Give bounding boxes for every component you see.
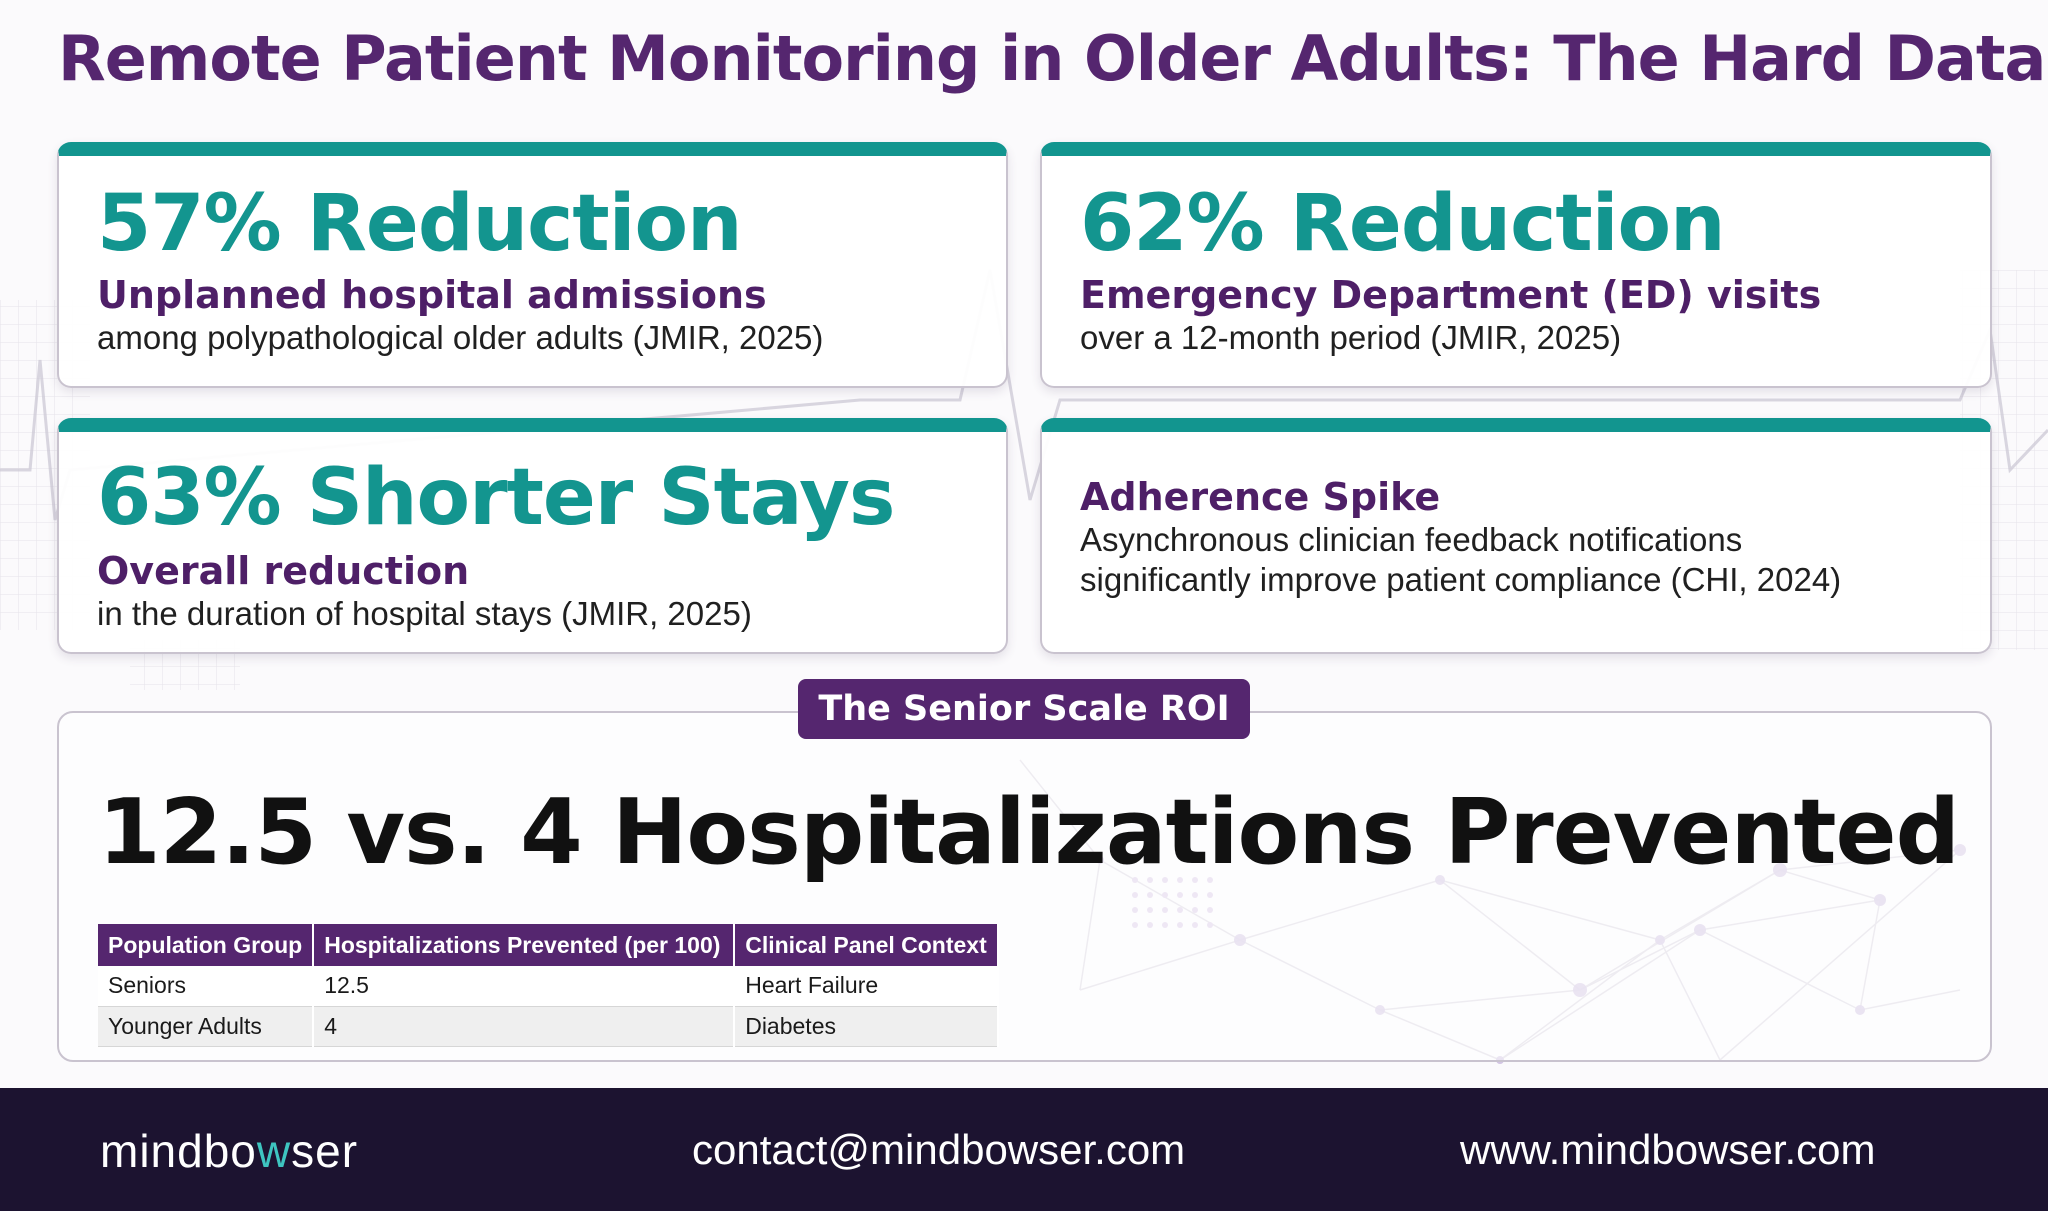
table-cell: 4: [313, 1006, 736, 1047]
stat-value: 63% Shorter Stays: [97, 453, 895, 543]
page-title: Remote Patient Monitoring in Older Adult…: [58, 22, 2046, 95]
website-link[interactable]: www.mindbowser.com: [1460, 1126, 1876, 1173]
logo-accent-letter: w: [256, 1125, 292, 1177]
mindbowser-logo: mindbowser: [100, 1125, 359, 1177]
table-cell: 12.5: [313, 966, 736, 1007]
stat-subtitle: Unplanned hospital admissions: [97, 273, 767, 317]
table-row: Younger Adults 4 Diabetes: [98, 1006, 999, 1047]
footer-bar: [0, 1088, 2048, 1211]
stat-description: in the duration of hospital stays (JMIR,…: [97, 595, 752, 632]
stat-subtitle: Emergency Department (ED) visits: [1080, 273, 1822, 317]
stat-subtitle: Adherence Spike: [1080, 475, 1441, 519]
stat-description: over a 12-month period (JMIR, 2025): [1080, 319, 1622, 356]
stat-card-hospital-stays: 63% Shorter Stays Overall reduction in t…: [57, 418, 1008, 654]
stat-description-line-1: Asynchronous clinician feedback notifica…: [1080, 521, 1743, 558]
table-header-cell: Hospitalizations Prevented (per 100): [313, 924, 736, 966]
roi-badge: The Senior Scale ROI: [798, 679, 1250, 739]
table-row: Seniors 12.5 Heart Failure: [98, 966, 999, 1007]
stat-card-ed-visits: 62% Reduction Emergency Department (ED) …: [1040, 142, 1992, 388]
table-header-cell: Population Group: [98, 924, 315, 966]
stat-value: 57% Reduction: [97, 179, 743, 269]
roi-headline: 12.5 vs. 4 Hospitalizations Prevented: [98, 780, 1960, 885]
table-header-row: Population Group Hospitalizations Preven…: [98, 924, 999, 966]
stat-value: 62% Reduction: [1080, 179, 1726, 269]
stat-card-adherence: Adherence Spike Asynchronous clinician f…: [1040, 418, 1992, 654]
table-cell: Diabetes: [734, 1006, 999, 1047]
roi-table: Population Group Hospitalizations Preven…: [98, 924, 999, 1047]
table-cell: Heart Failure: [734, 966, 999, 1007]
contact-email[interactable]: contact@mindbowser.com: [692, 1126, 1186, 1173]
table-cell: Seniors: [98, 966, 315, 1007]
table-header-cell: Clinical Panel Context: [734, 924, 999, 966]
stat-description-line-2: significantly improve patient compliance…: [1080, 561, 1842, 598]
table-cell: Younger Adults: [98, 1006, 315, 1047]
stat-subtitle: Overall reduction: [97, 549, 470, 593]
stat-description: among polypathological older adults (JMI…: [97, 319, 824, 356]
stat-card-admissions: 57% Reduction Unplanned hospital admissi…: [57, 142, 1008, 388]
